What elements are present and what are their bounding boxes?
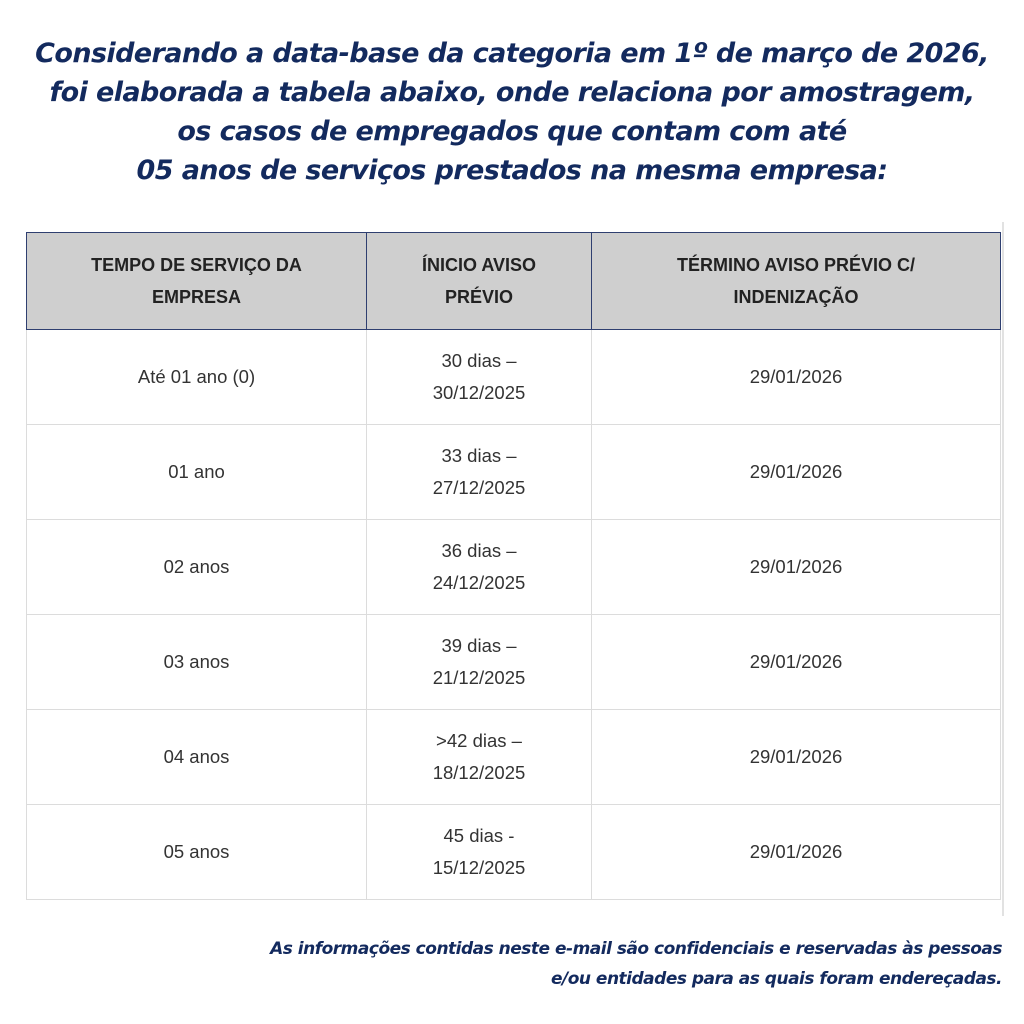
title-line-1: Considerando a data-base da categoria em…	[35, 38, 989, 69]
cell-tempo: 04 anos	[26, 709, 367, 805]
cell-inicio-dias: 45 dias -	[443, 825, 515, 846]
page-title: Considerando a data-base da categoria em…	[0, 34, 1024, 190]
cell-inicio-dias: >42 dias –	[436, 730, 522, 751]
cell-inicio: 33 dias – 27/12/2025	[366, 424, 592, 520]
footer-line-1: As informações contidas neste e-mail são…	[270, 939, 1002, 959]
header-text: ÍNICIO AVISO	[421, 255, 536, 275]
header-tempo-servico: TEMPO DE SERVIÇO DA EMPRESA	[26, 232, 367, 330]
header-text: TÉRMINO AVISO PRÉVIO C/	[676, 255, 916, 275]
table-row: 04 anos >42 dias – 18/12/2025 29/01/2026	[26, 709, 1001, 805]
cell-inicio-dias: 36 dias –	[441, 540, 517, 561]
header-text: INDENIZAÇÃO	[733, 287, 859, 307]
cell-termino: 29/01/2026	[591, 519, 1001, 615]
title-line-3: os casos de empregados que contam com at…	[177, 116, 847, 147]
header-termino-aviso: TÉRMINO AVISO PRÉVIO C/ INDENIZAÇÃO	[591, 232, 1001, 330]
cell-inicio-data: 15/12/2025	[432, 857, 526, 878]
header-text: TEMPO DE SERVIÇO DA	[91, 255, 302, 275]
cell-termino: 29/01/2026	[591, 709, 1001, 805]
cell-tempo: 02 anos	[26, 519, 367, 615]
cell-inicio: >42 dias – 18/12/2025	[366, 709, 592, 805]
cell-termino: 29/01/2026	[591, 804, 1001, 900]
cell-tempo: Até 01 ano (0)	[26, 329, 367, 425]
header-text: PRÉVIO	[444, 287, 514, 307]
header-text: EMPRESA	[151, 287, 241, 307]
notice-period-table: TEMPO DE SERVIÇO DA EMPRESA ÍNICIO AVISO…	[26, 232, 1001, 900]
cell-inicio-data: 21/12/2025	[432, 667, 526, 688]
divider	[1002, 222, 1004, 916]
cell-inicio: 45 dias - 15/12/2025	[366, 804, 592, 900]
table-row: Até 01 ano (0) 30 dias – 30/12/2025 29/0…	[26, 329, 1001, 425]
confidentiality-notice: As informações contidas neste e-mail são…	[270, 934, 1002, 994]
cell-inicio-dias: 30 dias –	[441, 350, 517, 371]
table-row: 01 ano 33 dias – 27/12/2025 29/01/2026	[26, 424, 1001, 520]
cell-inicio: 39 dias – 21/12/2025	[366, 614, 592, 710]
footer-line-2: e/ou entidades para as quais foram ender…	[550, 969, 1003, 989]
cell-tempo: 01 ano	[26, 424, 367, 520]
cell-termino: 29/01/2026	[591, 614, 1001, 710]
cell-inicio-data: 18/12/2025	[432, 762, 526, 783]
cell-inicio-data: 27/12/2025	[432, 477, 526, 498]
cell-termino: 29/01/2026	[591, 329, 1001, 425]
table-row: 03 anos 39 dias – 21/12/2025 29/01/2026	[26, 614, 1001, 710]
cell-inicio-data: 30/12/2025	[432, 382, 526, 403]
cell-tempo: 03 anos	[26, 614, 367, 710]
cell-inicio-data: 24/12/2025	[432, 572, 526, 593]
table-row: 05 anos 45 dias - 15/12/2025 29/01/2026	[26, 804, 1001, 900]
cell-inicio-dias: 33 dias –	[441, 445, 517, 466]
table-header-row: TEMPO DE SERVIÇO DA EMPRESA ÍNICIO AVISO…	[26, 232, 1001, 330]
title-line-4: 05 anos de serviços prestados na mesma e…	[136, 155, 889, 186]
cell-tempo: 05 anos	[26, 804, 367, 900]
cell-inicio-dias: 39 dias –	[441, 635, 517, 656]
table-row: 02 anos 36 dias – 24/12/2025 29/01/2026	[26, 519, 1001, 615]
cell-inicio: 30 dias – 30/12/2025	[366, 329, 592, 425]
cell-termino: 29/01/2026	[591, 424, 1001, 520]
title-line-2: foi elaborada a tabela abaixo, onde rela…	[49, 77, 976, 108]
cell-inicio: 36 dias – 24/12/2025	[366, 519, 592, 615]
header-inicio-aviso: ÍNICIO AVISO PRÉVIO	[366, 232, 592, 330]
